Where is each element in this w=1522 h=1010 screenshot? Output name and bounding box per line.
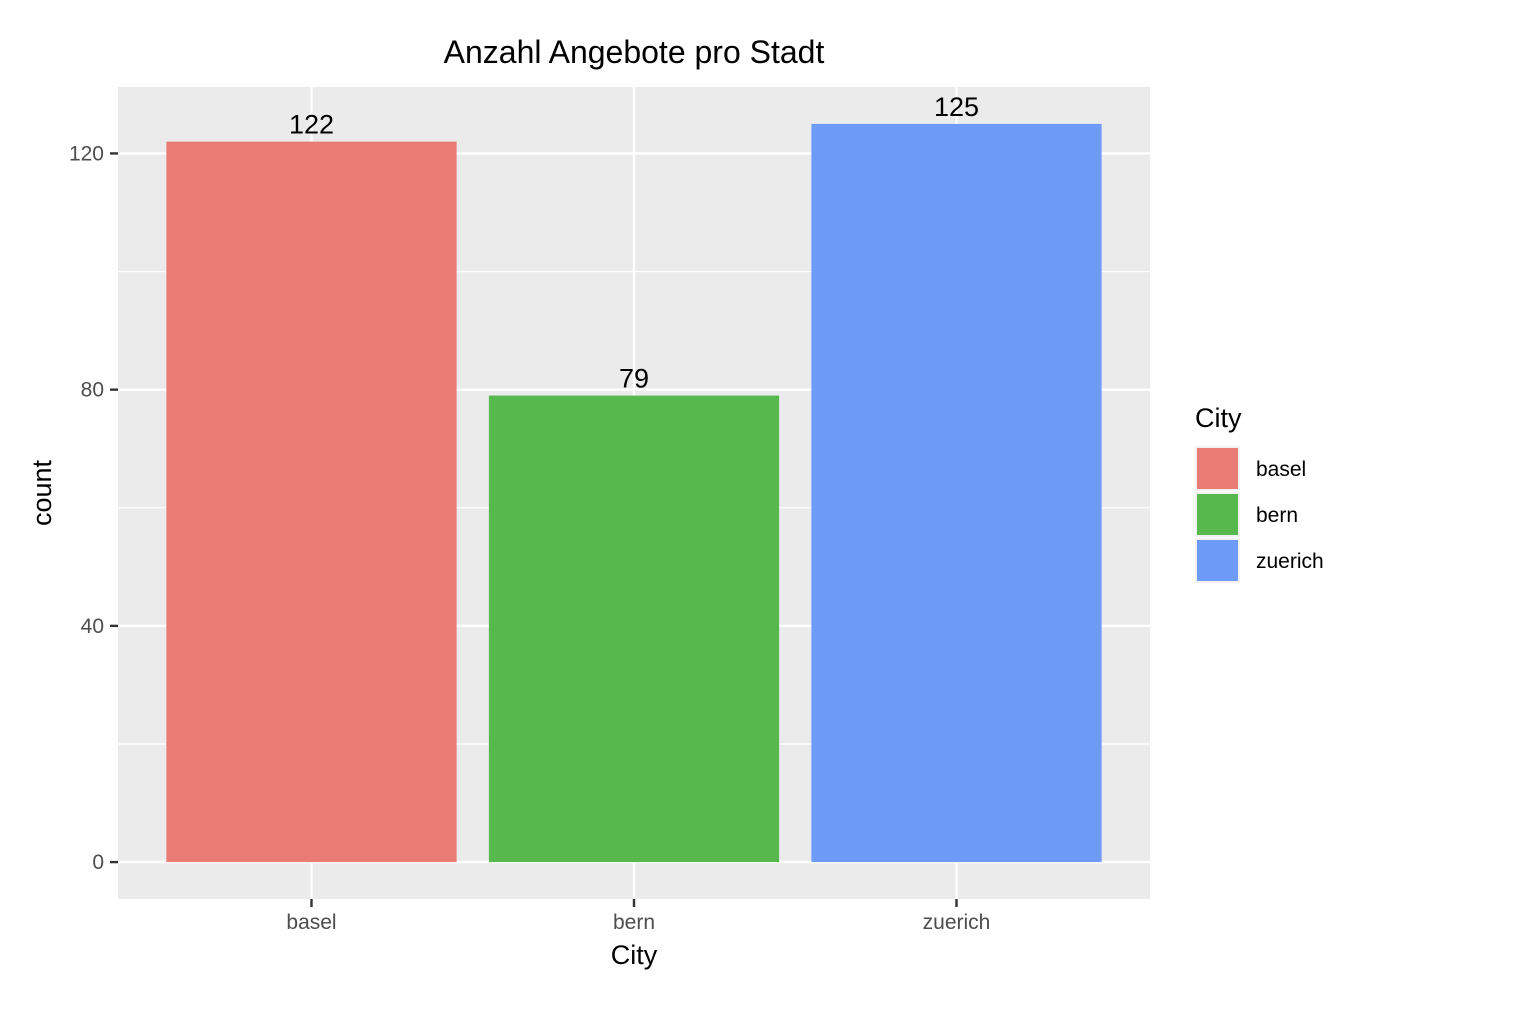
legend: City basel bern zuerich [1195,403,1324,583]
x-tick-label: basel [286,911,336,934]
bar-zuerich [811,123,1102,863]
data-label-bern: 79 [619,364,649,394]
legend-swatch-bern [1197,494,1238,535]
legend-label-bern: bern [1256,504,1298,527]
y-tick-label: 0 [92,851,104,874]
legend-label-basel: basel [1256,458,1306,481]
data-label-basel: 122 [289,110,334,140]
data-label-zuerich: 125 [934,92,979,122]
x-axis-title: City [611,940,658,970]
y-axis: 0 40 80 120 [69,142,118,874]
x-axis: basel bern zuerich [286,899,990,934]
legend-swatch-zuerich [1197,540,1238,581]
legend-title: City [1195,403,1242,433]
chart-title: Anzahl Angebote pro Stadt [444,34,825,70]
bars [166,123,1102,863]
y-axis-title: count [27,459,57,526]
x-tick-label: bern [613,911,655,934]
y-tick-label: 120 [69,142,104,165]
y-tick-label: 80 [81,379,104,402]
y-tick-label: 40 [81,615,104,638]
bar-bern [488,395,780,863]
x-tick-label: zuerich [923,911,991,934]
bar-basel [166,141,457,863]
legend-swatch-basel [1197,448,1238,489]
data-labels: 122 79 125 [289,92,979,394]
legend-label-zuerich: zuerich [1256,550,1324,573]
